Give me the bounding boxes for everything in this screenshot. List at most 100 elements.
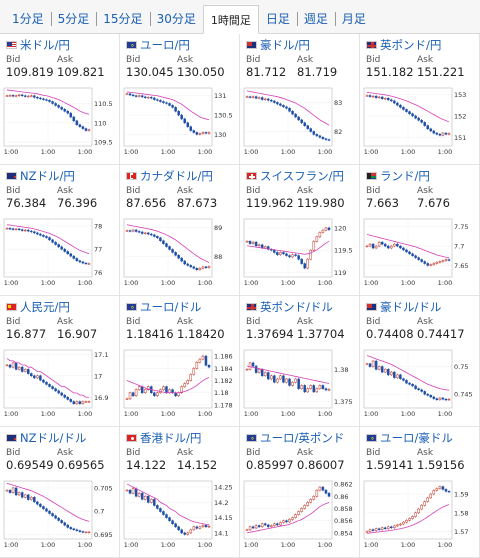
pair-card[interactable]: ユーロ/ドル Bid Ask 1.18416 1.18420 1.186 1.184 1.18… — [120, 296, 240, 427]
pair-title[interactable]: NZドル/円 — [6, 168, 75, 184]
candle-body — [306, 502, 309, 506]
candle-body — [288, 519, 291, 523]
pair-card[interactable]: 香港ドル/円 Bid Ask 14.122 14.152 14.25 14.2 14.15 14… — [120, 427, 240, 558]
candle-body — [33, 231, 36, 234]
pair-title[interactable]: 人民元/円 — [6, 299, 70, 315]
candle-body — [447, 133, 451, 135]
pair-title[interactable]: カナダドル/円 — [126, 168, 213, 184]
pair-name: ユーロ/ドル — [140, 300, 202, 314]
pair-card[interactable]: カナダドル/円 Bid Ask 87.656 87.673 89 88 1:00 1:00 1:0… — [120, 165, 240, 296]
candle-body — [162, 511, 165, 515]
tab-4[interactable]: 1時間足 — [202, 5, 259, 34]
candle-body — [75, 401, 79, 404]
pair-title[interactable]: 英ポンド/円 — [366, 37, 441, 53]
price-chart: 7.75 7.7 7.65 1:00 1:00 1:00 — [363, 218, 468, 287]
candle-body — [365, 531, 369, 533]
candle-body — [140, 231, 144, 234]
candle-body — [312, 496, 316, 500]
pair-title[interactable]: 香港ドル/円 — [126, 430, 201, 446]
tab-0[interactable]: 1分足 — [12, 12, 44, 26]
tab-6[interactable]: 週足 — [296, 5, 335, 33]
tab-3[interactable]: 30分足 — [149, 5, 203, 33]
pair-card[interactable]: ユーロ/円 Bid Ask 130.045 130.050 131 130.5 130 1:00… — [120, 34, 240, 165]
tab-2[interactable]: 15分足 — [96, 5, 149, 33]
tab-1[interactable]: 5分足 — [50, 5, 97, 33]
x-tick-label: 1:00 — [124, 541, 139, 549]
candle-body — [198, 268, 202, 270]
bid-value: 130.045 — [126, 65, 174, 79]
x-tick-label: 1:00 — [78, 279, 93, 287]
candle-body — [368, 243, 372, 247]
pair-title[interactable]: ユーロ/円 — [126, 37, 190, 53]
ask-label: Ask — [417, 317, 434, 327]
candle-body — [78, 124, 82, 127]
candle-body — [327, 492, 331, 497]
candle-body — [195, 268, 199, 270]
candle-body — [171, 105, 174, 108]
pair-card[interactable]: 豪ドル/ドル Bid Ask 0.74408 0.74417 0.75 0.745 1:00 1… — [360, 296, 480, 427]
candle-body — [306, 258, 309, 269]
pair-title[interactable]: スイスフラン/円 — [246, 168, 344, 184]
candle-body — [324, 489, 328, 494]
pair-title[interactable]: 豪ドル/ドル — [366, 299, 441, 315]
y-tick-label: 14.25 — [214, 484, 233, 492]
candle-body — [303, 122, 306, 126]
candle-body — [128, 489, 132, 494]
pair-name: 香港ドル/円 — [140, 431, 202, 445]
x-tick-label: 1:00 — [318, 148, 333, 156]
ask-value: 151.221 — [417, 65, 465, 79]
y-tick-label: 153 — [454, 91, 466, 99]
ask-value: 7.676 — [417, 196, 450, 210]
candle-body — [279, 103, 282, 106]
bid-value: 1.37694 — [246, 327, 294, 341]
pair-title[interactable]: 豪ドル/円 — [246, 37, 310, 53]
pair-card[interactable]: NZドル/円 Bid Ask 76.384 76.396 78 77 76 1:00 1:00 1:… — [0, 165, 120, 296]
x-tick-label: 1:00 — [41, 148, 56, 156]
candle-body — [8, 95, 12, 97]
candle-body — [318, 486, 322, 491]
candle-body — [444, 259, 448, 262]
candle-body — [405, 380, 408, 384]
pair-title[interactable]: ユーロ/英ポンド — [246, 430, 344, 446]
candle-body — [435, 262, 439, 264]
x-tick-label: 1:00 — [364, 410, 379, 418]
pair-card[interactable]: ランド/円 Bid Ask 7.663 7.676 7.75 7.7 7.65 1:00 1:00… — [360, 165, 480, 296]
tab-7[interactable]: 月足 — [334, 5, 373, 33]
pair-title[interactable]: ユーロ/ドル — [126, 299, 201, 315]
pair-card[interactable]: NZドル/ドル Bid Ask 0.69549 0.69565 0.705 0.7 0.695… — [0, 427, 120, 558]
candle-body — [128, 93, 132, 96]
y-tick-label: 130.5 — [214, 112, 233, 120]
ask-value: 1.18420 — [177, 327, 225, 341]
pair-card[interactable]: 英ポンド/ドル Bid Ask 1.37694 1.37704 1.38 1.375 1:00… — [240, 296, 360, 427]
candle-body — [204, 355, 208, 366]
pair-title[interactable]: NZドル/ドル — [6, 430, 86, 446]
candle-body — [137, 95, 141, 97]
candle-body — [276, 102, 279, 105]
pair-title[interactable]: 米ドル/円 — [6, 37, 70, 53]
bid-label: Bid — [246, 186, 261, 196]
y-tick-label: 1.38 — [334, 366, 348, 374]
candle-body — [27, 229, 30, 232]
ask-label: Ask — [417, 55, 434, 65]
pair-card[interactable]: ユーロ/英ポンド Bid Ask 0.85997 0.86007 0.862 0.86 0.8… — [240, 427, 360, 558]
pair-card[interactable]: 米ドル/円 Bid Ask 109.819 109.821 110.5 110 109.5 1:… — [0, 34, 120, 165]
pair-card[interactable]: 英ポンド/円 Bid Ask 151.182 151.221 153 152 151 1:00 1… — [360, 34, 480, 165]
candle-body — [402, 107, 405, 110]
moving-average-line — [6, 224, 90, 255]
candle-body — [380, 96, 384, 99]
pair-card[interactable]: スイスフラン/円 Bid Ask 119.962 119.980 120 119.5 119 1… — [240, 165, 360, 296]
pair-card[interactable]: 人民元/円 Bid Ask 16.877 16.907 17.1 17 16.9 1:00 1:0… — [0, 296, 120, 427]
pair-title[interactable]: ランド/円 — [366, 168, 430, 184]
candle-body — [390, 371, 393, 376]
candle-body — [134, 95, 138, 97]
pair-title[interactable]: 英ポンド/ドル — [246, 299, 333, 315]
tab-5[interactable]: 日足 — [265, 12, 290, 26]
x-tick-label: 1:00 — [4, 279, 19, 287]
flag-icon — [246, 303, 257, 311]
pair-card[interactable]: ユーロ/豪ドル Bid Ask 1.59141 1.59156 1.59 1.58 1.57 1… — [360, 427, 480, 558]
candle-body — [408, 382, 411, 385]
pair-title[interactable]: ユーロ/豪ドル — [366, 430, 453, 446]
candle-body — [5, 490, 9, 492]
pair-card[interactable]: 豪ドル/円 Bid Ask 81.712 81.719 83 82 1:00 1:00 1:00 — [240, 34, 360, 165]
